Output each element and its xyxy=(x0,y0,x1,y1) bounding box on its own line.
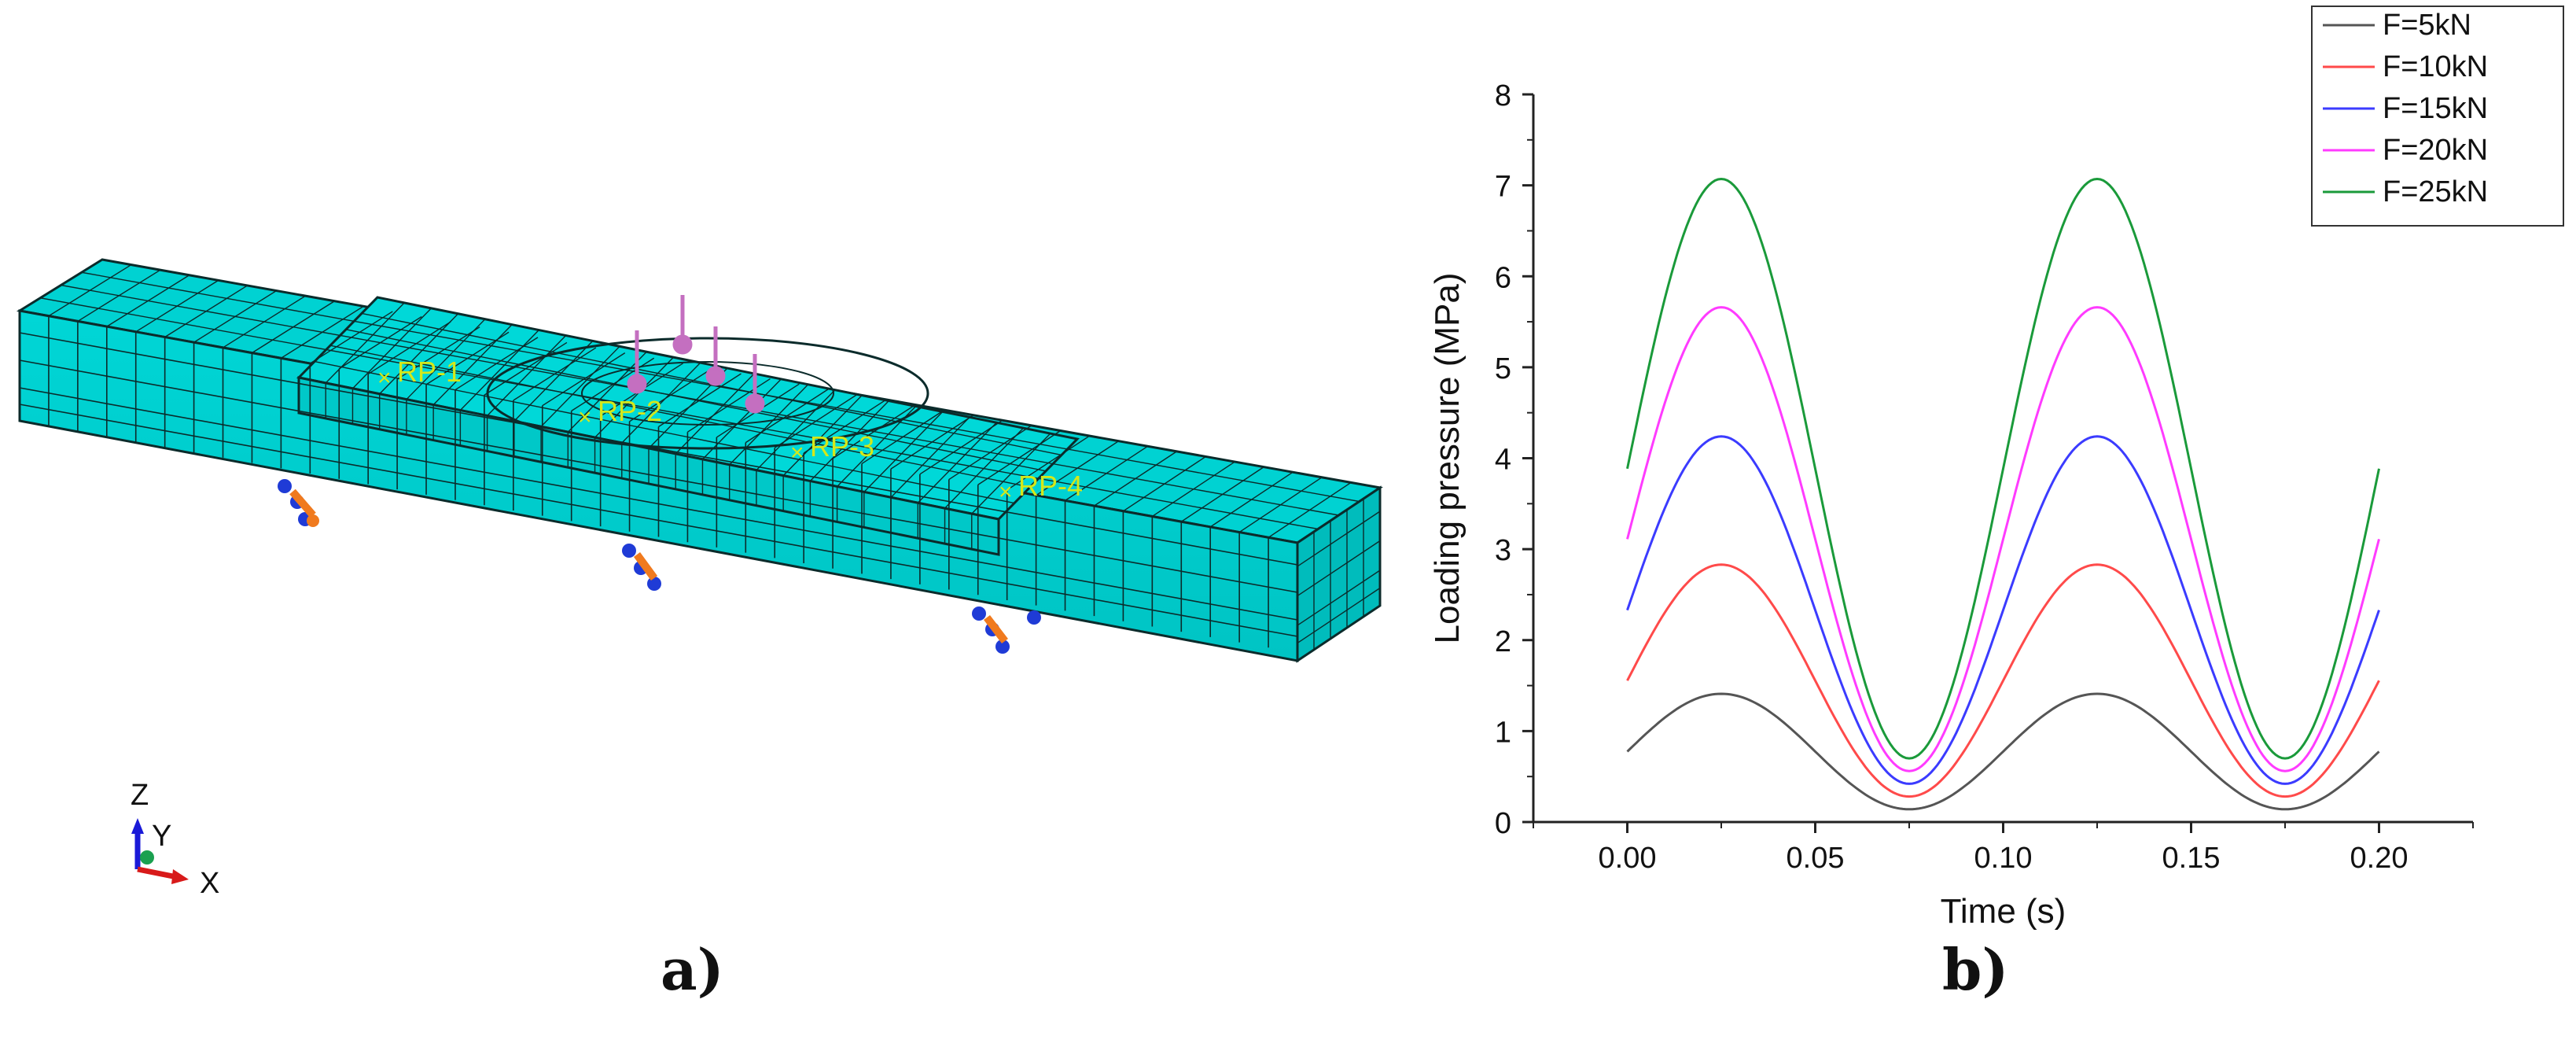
rp-2-label: RP-2 xyxy=(598,395,662,427)
mesh-edge xyxy=(325,302,405,384)
reference-points: RP-1 RP-2 RP-3 RP-4 × × × × xyxy=(377,356,1083,505)
panel-b-caption: b) xyxy=(1942,936,2009,1003)
rp-3-marker: × xyxy=(790,440,804,466)
y-tick-label: 6 xyxy=(1495,261,1511,294)
panel-a-caption: a) xyxy=(661,936,724,1003)
mesh-edge xyxy=(1297,587,1381,644)
series-line-f10kn xyxy=(1626,563,2380,798)
loaded-area-outline xyxy=(486,337,929,450)
mesh-edge xyxy=(19,404,1298,637)
support-right xyxy=(972,606,1041,654)
mesh-edge xyxy=(701,378,782,460)
series-line-f20kn xyxy=(1626,306,2380,772)
legend-entry-label: F=10kN xyxy=(2383,50,2488,83)
rp-1-marker: × xyxy=(377,365,392,391)
mesh-edge xyxy=(406,319,486,400)
mesh-edge xyxy=(19,387,1298,621)
mesh-edge xyxy=(863,411,944,492)
legend-entry-label: F=20kN xyxy=(2383,134,2488,167)
x-tick-label: 0.15 xyxy=(2162,842,2221,875)
x-tick-label: 0.10 xyxy=(1974,842,2033,875)
mesh-edge xyxy=(345,329,1047,472)
mesh-grid-lines xyxy=(19,264,1381,650)
rp-3-label: RP-3 xyxy=(810,430,874,463)
legend-box xyxy=(2311,6,2564,227)
mesh-edge xyxy=(594,356,675,438)
mesh-edge xyxy=(917,422,997,503)
rp-4-label: RP-4 xyxy=(1018,470,1083,502)
y-axis-title: Loading pressure (MPa) xyxy=(1428,272,1466,643)
rp-4-marker: × xyxy=(999,479,1013,505)
support-middle xyxy=(622,544,661,591)
mesh-edge xyxy=(61,284,1339,516)
mesh-edge xyxy=(379,313,459,395)
series-line-f25kn xyxy=(1626,177,2380,760)
loaded-area-inner xyxy=(581,361,834,426)
fe-model-panel: RP-1 RP-2 RP-3 RP-4 × × × × xyxy=(16,258,1383,900)
load-arrows xyxy=(627,295,765,414)
x-axis-ticks: 0.00 0.05 0.10 0.15 0.20 xyxy=(1533,822,2474,875)
y-tick-label: 2 xyxy=(1495,625,1511,658)
mesh-edge xyxy=(756,389,836,471)
y-tick-label: 7 xyxy=(1495,171,1511,204)
rp-2-marker: × xyxy=(578,404,592,430)
y-tick-label: 4 xyxy=(1495,444,1511,477)
mesh-edge xyxy=(40,297,1319,530)
mesh-edge xyxy=(809,400,889,482)
rp-1-label: RP-1 xyxy=(397,356,462,388)
mesh-edge xyxy=(329,345,1031,488)
mesh-edge xyxy=(729,384,809,466)
lower-slab-end xyxy=(1296,485,1382,663)
mesh-edge xyxy=(459,330,539,411)
legend: F=5kN F=10kN F=15kN F=20kN F=25kN xyxy=(2311,6,2564,227)
y-axis-label: Y xyxy=(152,820,171,853)
mesh-edge xyxy=(782,395,863,477)
series-line-f5kn xyxy=(1626,692,2380,811)
mesh-edge xyxy=(621,362,701,444)
mesh-edge xyxy=(81,271,1360,503)
mesh-edge xyxy=(351,308,432,389)
y-tick-label: 1 xyxy=(1495,716,1511,749)
x-tick-label: 0.05 xyxy=(1787,842,1845,875)
mesh-edge xyxy=(1297,570,1381,626)
mesh-edge xyxy=(19,359,1298,593)
series-line-f15kn xyxy=(1626,435,2380,785)
y-axis-ticks: 0 1 2 3 4 5 6 7 8 xyxy=(1495,79,1533,840)
legend-entry-label: F=15kN xyxy=(2383,92,2488,125)
mesh-edge xyxy=(540,345,620,427)
z-axis-label: Z xyxy=(131,779,149,812)
mesh-edge xyxy=(314,360,1015,504)
legend-entry-label: F=25kN xyxy=(2383,175,2488,208)
fe-mesh-model: RP-1 RP-2 RP-3 RP-4 × × × × xyxy=(16,258,1383,900)
mesh-edge xyxy=(1297,540,1381,597)
support-left xyxy=(278,479,319,527)
coordinate-triad: Z Y X xyxy=(131,779,219,900)
y-tick-label: 5 xyxy=(1495,352,1511,385)
x-axis-title: Time (s) xyxy=(1941,892,2066,931)
mesh-edge xyxy=(487,334,567,416)
mesh-edge xyxy=(675,373,755,455)
mesh-edge xyxy=(890,416,970,498)
mesh-edge xyxy=(944,427,1025,509)
mesh-edge xyxy=(432,324,513,406)
y-tick-label: 0 xyxy=(1495,807,1511,840)
mesh-edge xyxy=(567,351,647,433)
mesh-edge xyxy=(971,433,1051,514)
y-axis-marker xyxy=(140,850,154,865)
x-tick-label: 0.00 xyxy=(1599,842,1657,875)
y-tick-label: 3 xyxy=(1495,534,1511,567)
x-axis-label: X xyxy=(200,867,219,900)
y-tick-label: 8 xyxy=(1495,79,1511,112)
series-lines xyxy=(1626,177,2380,811)
x-tick-label: 0.20 xyxy=(2350,842,2409,875)
mesh-edge xyxy=(1297,511,1381,567)
x-axis-arrow xyxy=(137,866,178,880)
mesh-edge xyxy=(19,332,1298,566)
legend-entry-label: F=5kN xyxy=(2383,9,2471,42)
mesh-edge xyxy=(513,340,594,422)
